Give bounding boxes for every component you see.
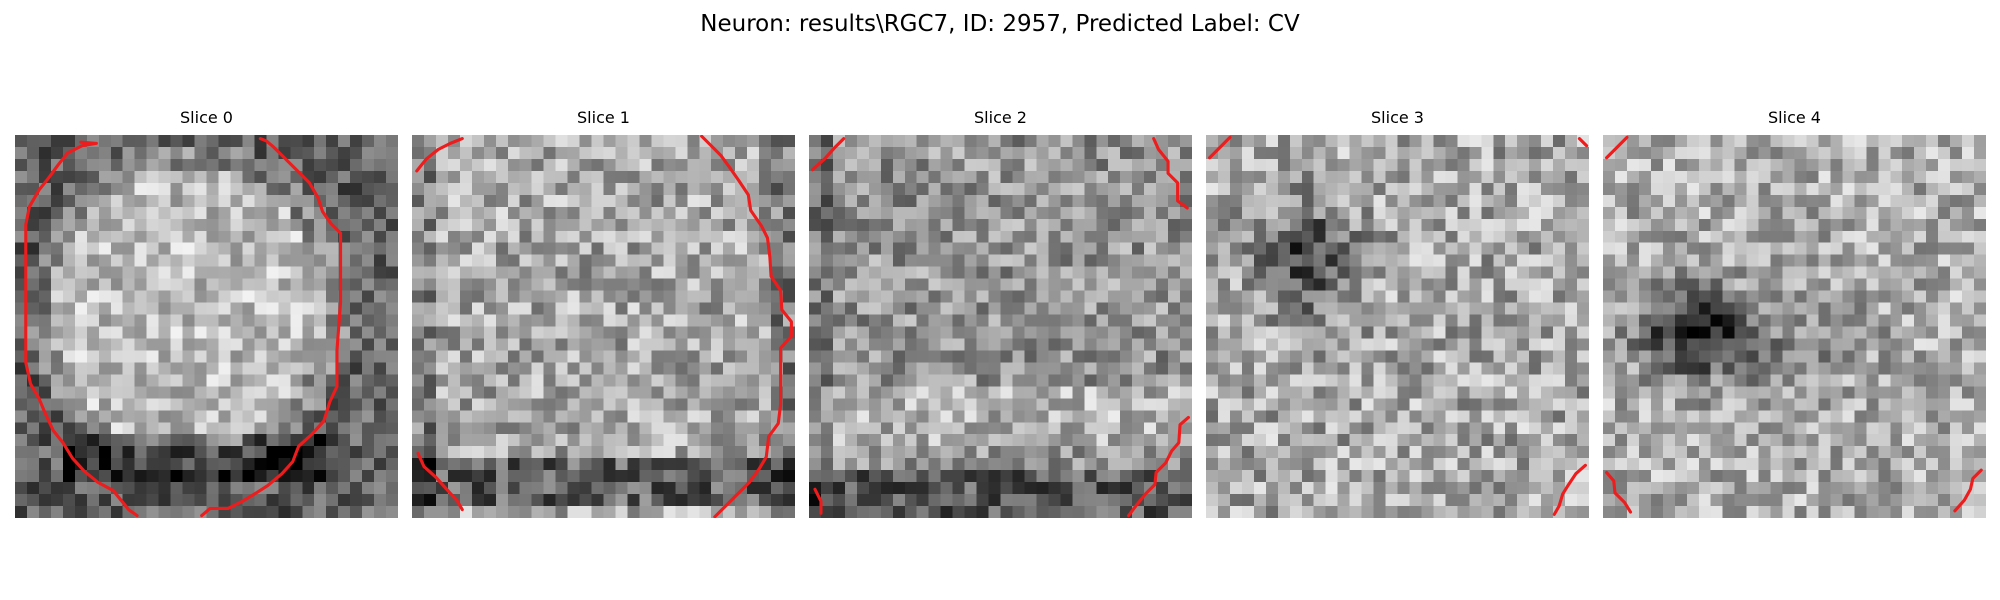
slice-image-1 [412, 135, 795, 518]
slice-pixels-4 [1603, 135, 1986, 518]
cell-contour-2 [811, 137, 1190, 518]
slice-title-0: Slice 0 [180, 108, 233, 127]
cell-contour-1 [415, 135, 793, 518]
slice-panel-1: Slice 1 [412, 108, 795, 518]
slice-pixels-0 [15, 135, 398, 518]
slice-panel-2: Slice 2 [809, 108, 1192, 518]
slice-image-0 [15, 135, 398, 518]
slice-title-1: Slice 1 [577, 108, 630, 127]
figure-title: Neuron: results\RGC7, ID: 2957, Predicte… [700, 11, 1300, 37]
slice-title-2: Slice 2 [974, 108, 1027, 127]
slice-title-3: Slice 3 [1371, 108, 1424, 127]
cell-contour-3 [1208, 135, 1589, 516]
slice-image-4 [1603, 135, 1986, 518]
slice-pixels-3 [1206, 135, 1589, 518]
cell-contour-0 [24, 137, 343, 518]
slice-pixels-1 [412, 135, 795, 518]
cell-contour-4 [1605, 135, 1983, 514]
slice-pixels-2 [809, 135, 1192, 518]
slice-panel-4: Slice 4 [1603, 108, 1986, 518]
slice-image-2 [809, 135, 1192, 518]
slice-image-3 [1206, 135, 1589, 518]
slice-panel-3: Slice 3 [1206, 108, 1589, 518]
slice-title-4: Slice 4 [1768, 108, 1821, 127]
slice-panel-0: Slice 0 [15, 108, 398, 518]
